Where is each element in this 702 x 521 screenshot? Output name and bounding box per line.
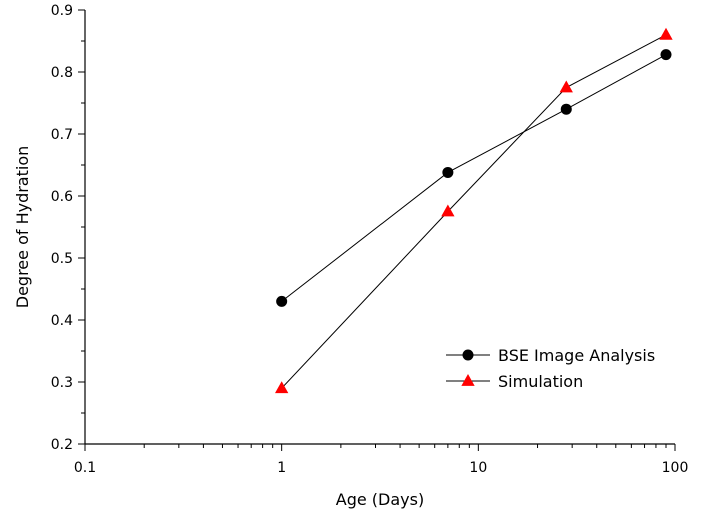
- series-line: [281, 34, 667, 389]
- axes: [84, 10, 675, 445]
- legend: BSE Image Analysis Simulation: [446, 346, 655, 391]
- series-layer: [275, 27, 673, 394]
- y-tick-label: 0.7: [51, 127, 73, 143]
- x-axis-ticks: 0.1 1 10 100: [74, 444, 689, 476]
- x-tick-label: 10: [469, 460, 487, 476]
- legend-marker-bse: [462, 349, 474, 361]
- data-point: [276, 295, 288, 307]
- y-tick-label: 0.5: [51, 251, 73, 267]
- y-tick-label: 0.9: [51, 3, 73, 19]
- legend-item-bse: BSE Image Analysis: [446, 346, 655, 365]
- y-tick-label: 0.8: [51, 65, 73, 81]
- data-point: [559, 80, 573, 93]
- legend-item-simulation: Simulation: [446, 372, 583, 391]
- y-axis-ticks: 0.2 0.3 0.4 0.5 0.6 0.7 0.8 0.9: [51, 3, 85, 453]
- data-point: [660, 49, 672, 61]
- legend-label-simulation: Simulation: [498, 372, 583, 391]
- data-point: [659, 27, 673, 40]
- y-tick-label: 0.6: [51, 189, 73, 205]
- series-bse-image-analysis: [276, 49, 672, 307]
- data-point: [441, 204, 455, 217]
- series-line: [281, 54, 667, 302]
- data-point: [275, 381, 289, 394]
- y-tick-label: 0.3: [51, 375, 73, 391]
- legend-label-bse: BSE Image Analysis: [498, 346, 655, 365]
- y-tick-label: 0.4: [51, 313, 73, 329]
- x-tick-label: 1: [277, 460, 286, 476]
- x-tick-label: 0.1: [74, 460, 96, 476]
- y-tick-label: 0.2: [51, 437, 73, 453]
- y-axis-title: Degree of Hydration: [13, 146, 32, 309]
- data-point: [560, 103, 572, 115]
- x-axis-title: Age (Days): [336, 490, 424, 509]
- legend-marker-simulation: [461, 374, 475, 386]
- x-tick-label: 100: [662, 460, 689, 476]
- series-simulation: [275, 27, 673, 394]
- data-point: [442, 166, 454, 178]
